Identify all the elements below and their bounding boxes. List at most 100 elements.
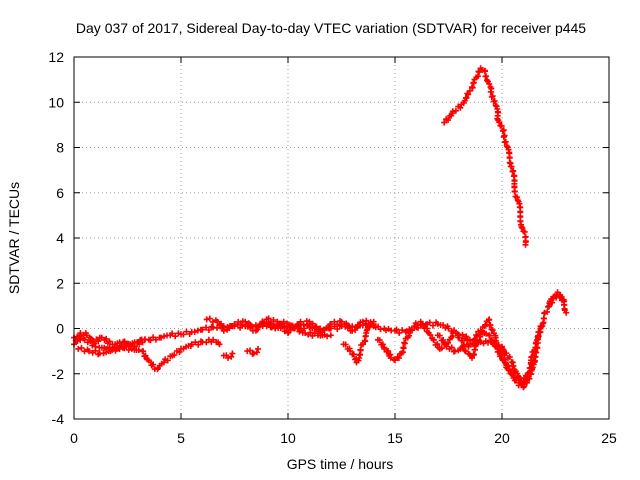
data-point bbox=[456, 334, 463, 341]
data-point-trail bbox=[446, 344, 457, 355]
data-point-trail bbox=[84, 338, 98, 349]
track-1 bbox=[75, 336, 223, 373]
data-point bbox=[327, 332, 334, 339]
data-point-trail bbox=[235, 318, 246, 328]
data-point-trail bbox=[162, 353, 174, 364]
data-point-trail bbox=[180, 328, 193, 338]
data-point-trail bbox=[106, 344, 118, 354]
track-8 bbox=[244, 345, 261, 357]
data-point-trail bbox=[463, 340, 474, 350]
chart-title: Day 037 of 2017, Sidereal Day-to-day VTE… bbox=[76, 20, 586, 36]
data-points bbox=[71, 65, 570, 391]
data-point-trail bbox=[342, 341, 353, 352]
data-point-trail bbox=[557, 292, 565, 300]
data-point-trail bbox=[266, 320, 278, 331]
track-6 bbox=[434, 323, 545, 391]
data-point-trail bbox=[560, 296, 568, 314]
data-point-trail bbox=[383, 348, 394, 359]
data-point-trail bbox=[406, 326, 415, 339]
data-point-trail bbox=[253, 349, 260, 356]
data-point bbox=[77, 330, 84, 336]
data-point bbox=[210, 336, 217, 343]
track-4 bbox=[340, 318, 377, 366]
data-point bbox=[347, 348, 354, 355]
track-10 bbox=[546, 289, 570, 316]
data-point bbox=[231, 321, 238, 327]
y-tick-label: 0 bbox=[56, 321, 64, 337]
y-tick-label: 6 bbox=[56, 185, 64, 201]
data-point-trail bbox=[275, 320, 286, 331]
data-point-trail bbox=[470, 341, 480, 358]
data-point bbox=[90, 339, 97, 346]
data-point-trail bbox=[507, 163, 519, 200]
data-point bbox=[141, 336, 148, 343]
data-point bbox=[550, 293, 557, 300]
data-point-trail bbox=[480, 338, 491, 347]
data-point-trail bbox=[452, 103, 464, 114]
data-point bbox=[220, 327, 227, 334]
data-point-trail bbox=[418, 320, 428, 332]
data-point bbox=[75, 345, 82, 352]
data-point-trail bbox=[521, 372, 529, 382]
data-point-trail bbox=[494, 115, 508, 139]
data-point-trail bbox=[361, 326, 371, 345]
data-point-trail bbox=[455, 344, 466, 354]
data-point-trail bbox=[100, 348, 112, 357]
data-point-trail bbox=[500, 133, 513, 166]
y-tick-label: 10 bbox=[48, 94, 64, 110]
data-point-trail bbox=[393, 326, 406, 336]
data-point-trail bbox=[254, 318, 268, 333]
data-point-trail bbox=[192, 338, 204, 348]
data-point-trail bbox=[131, 346, 142, 354]
data-point-trail bbox=[224, 323, 236, 333]
y-tick-label: -2 bbox=[52, 366, 65, 382]
track-9 bbox=[263, 318, 334, 340]
data-point-trail bbox=[148, 361, 158, 373]
data-point-trail bbox=[437, 322, 451, 331]
data-point bbox=[199, 326, 206, 333]
y-tick-label: 8 bbox=[56, 140, 64, 156]
data-point-trail bbox=[394, 351, 403, 362]
data-point bbox=[306, 324, 313, 331]
data-point bbox=[563, 309, 570, 316]
data-point bbox=[302, 330, 309, 336]
data-point bbox=[434, 321, 441, 327]
data-point-trail bbox=[96, 344, 108, 351]
data-point-trail bbox=[206, 315, 219, 325]
data-point-trail bbox=[305, 329, 318, 339]
data-point bbox=[86, 348, 92, 355]
data-point bbox=[392, 357, 398, 364]
track-11 bbox=[441, 65, 529, 248]
data-point-trail bbox=[86, 334, 96, 343]
y-axis-label: SDTVAR / TECUs bbox=[6, 182, 22, 294]
track-7 bbox=[220, 350, 236, 361]
data-point-trail bbox=[297, 318, 310, 328]
data-point-trail bbox=[265, 315, 277, 325]
data-point-trail bbox=[78, 344, 91, 355]
data-point-trail bbox=[216, 320, 227, 332]
data-point bbox=[160, 359, 167, 366]
data-point-trail bbox=[479, 329, 490, 337]
y-tick-label: 12 bbox=[48, 49, 64, 65]
data-point-trail bbox=[180, 342, 194, 352]
data-point bbox=[443, 343, 450, 350]
data-point-trail bbox=[487, 88, 502, 116]
data-point bbox=[546, 302, 553, 309]
data-point-trail bbox=[369, 322, 375, 329]
data-point bbox=[216, 341, 223, 348]
data-point-trail bbox=[203, 323, 215, 333]
data-point-trail bbox=[110, 344, 122, 354]
grid-lines bbox=[74, 57, 609, 419]
data-point-trail bbox=[317, 331, 331, 340]
data-point-trail bbox=[101, 335, 113, 347]
data-point-trail bbox=[93, 334, 103, 345]
x-tick-label: 0 bbox=[70, 430, 78, 446]
data-point-trail bbox=[171, 348, 183, 358]
data-point-trail bbox=[503, 364, 518, 381]
data-point-trail bbox=[482, 318, 490, 328]
data-point-trail bbox=[158, 332, 170, 341]
data-point-trail bbox=[465, 350, 474, 359]
y-tick-label: -4 bbox=[52, 411, 65, 427]
data-point bbox=[387, 354, 394, 361]
data-point-trail bbox=[112, 339, 123, 348]
